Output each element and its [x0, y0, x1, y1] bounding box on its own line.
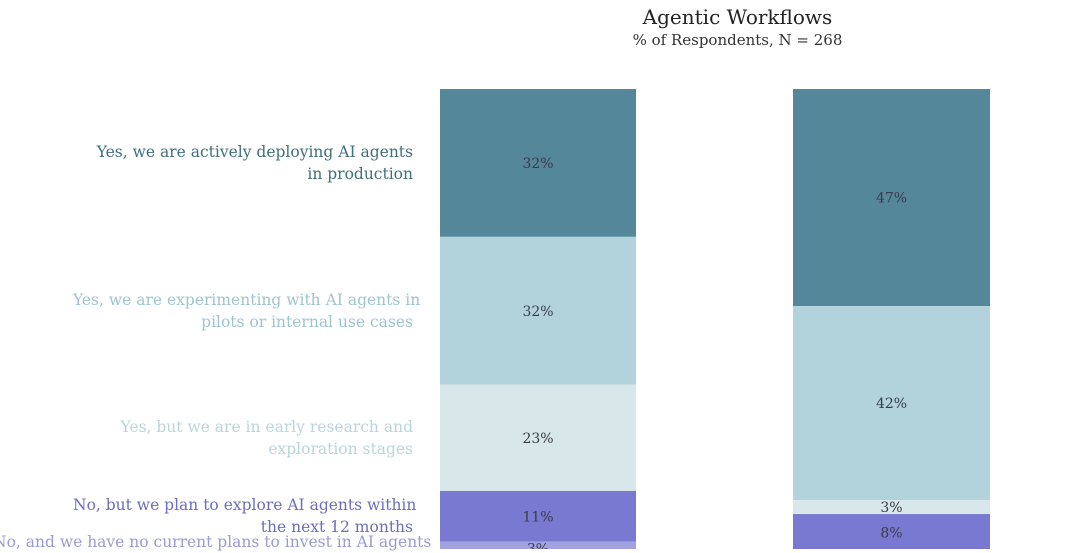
category-label: Yes, we are experimenting with AI agents…: [73, 290, 421, 331]
bar-segment: [440, 236, 636, 385]
bar-segment: [440, 384, 636, 491]
chart-title: Agentic Workflows: [642, 5, 833, 29]
data-label: 32%: [522, 156, 553, 172]
bar-segment: [440, 541, 636, 549]
bar-segment: [793, 500, 990, 515]
bar-segment: [793, 89, 990, 307]
bar-segment: [793, 514, 990, 549]
data-label: 3%: [527, 542, 549, 549]
data-label: 32%: [522, 304, 553, 320]
category-label: Yes, we are actively deploying AI agents…: [96, 142, 413, 183]
bar-segment: [440, 490, 636, 542]
category-label: No, but we plan to explore AI agents wit…: [73, 496, 417, 537]
bar-segment: [793, 306, 990, 501]
data-label: 47%: [876, 191, 907, 207]
category-label: No, and we have no current plans to inve…: [0, 533, 432, 551]
data-label: 23%: [522, 431, 553, 447]
category-label: Yes, but we are in early research and exp…: [120, 417, 413, 458]
chart-subtitle: % of Respondents, N = 268: [632, 31, 843, 49]
data-label: 3%: [880, 500, 902, 516]
data-label: 8%: [880, 526, 902, 542]
bar-segment: [440, 89, 636, 237]
data-label: 11%: [522, 509, 553, 525]
data-label: 42%: [876, 396, 907, 412]
